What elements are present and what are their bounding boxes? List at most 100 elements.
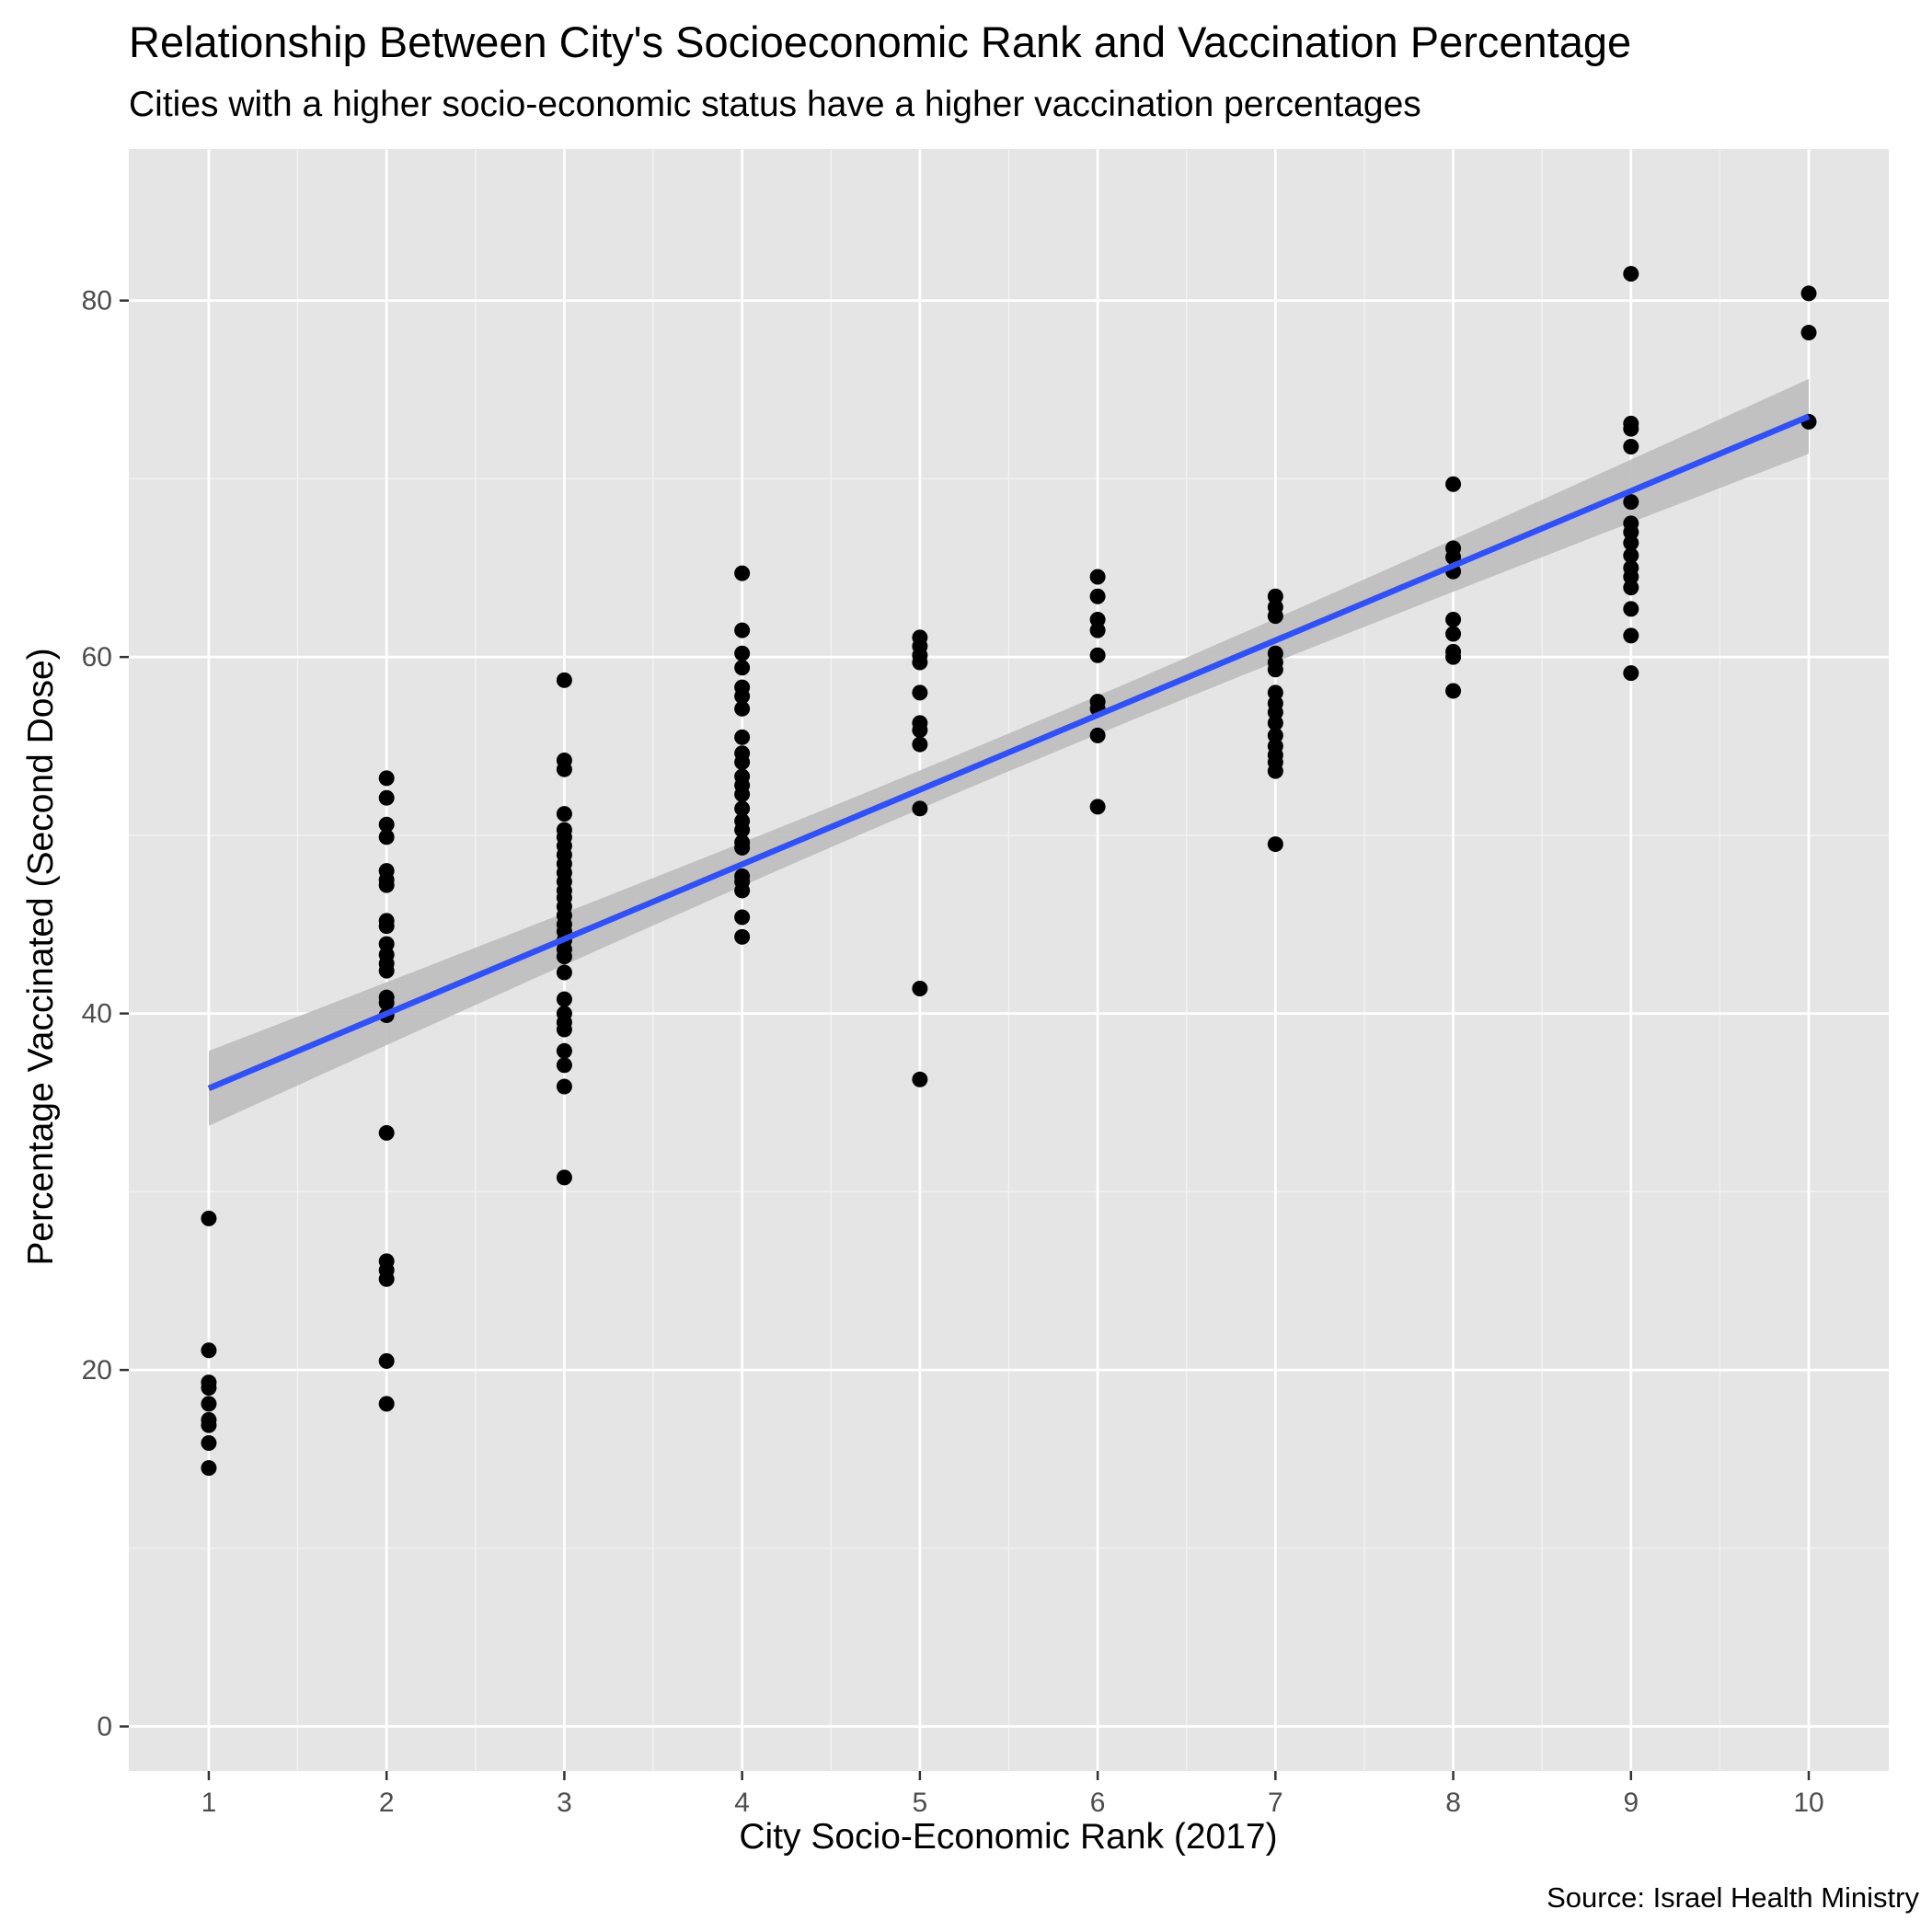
chart-title: Relationship Between City's Socioeconomi… xyxy=(129,17,1632,66)
data-point xyxy=(378,918,395,935)
data-point xyxy=(556,1057,572,1074)
data-point xyxy=(1089,647,1106,663)
data-point xyxy=(1267,836,1283,853)
data-point xyxy=(378,1352,395,1369)
data-point xyxy=(734,909,751,926)
data-point xyxy=(378,1396,395,1412)
data-point xyxy=(1267,704,1283,720)
data-point xyxy=(1267,763,1283,779)
x-tick-label: 1 xyxy=(201,1788,217,1818)
data-point xyxy=(1445,649,1462,665)
y-tick-label: 40 xyxy=(82,999,112,1029)
data-point xyxy=(1623,627,1639,644)
data-point xyxy=(734,660,751,676)
data-point xyxy=(201,1396,217,1412)
data-point xyxy=(734,839,751,856)
data-point xyxy=(734,786,751,802)
data-point xyxy=(912,800,928,817)
data-point xyxy=(1445,476,1462,492)
x-tick-label: 9 xyxy=(1623,1788,1639,1818)
data-point xyxy=(734,622,751,638)
data-point xyxy=(1623,439,1639,455)
data-point xyxy=(1623,524,1639,541)
y-tick-label: 0 xyxy=(97,1712,112,1742)
data-point xyxy=(1267,588,1283,604)
data-point xyxy=(1623,665,1639,682)
data-point xyxy=(378,1124,395,1141)
data-point xyxy=(556,991,572,1007)
data-point xyxy=(378,995,395,1011)
data-point xyxy=(378,1271,395,1287)
y-tick-label: 60 xyxy=(82,642,112,673)
data-point xyxy=(556,949,572,965)
data-point xyxy=(1800,285,1817,302)
data-point xyxy=(734,729,751,745)
data-point xyxy=(201,1460,217,1477)
x-tick-label: 5 xyxy=(913,1788,928,1818)
data-point xyxy=(378,829,395,845)
data-point xyxy=(1267,715,1283,731)
data-point xyxy=(378,962,395,979)
y-tick-label: 80 xyxy=(82,286,112,316)
y-axis: 0 20 40 60 80 xyxy=(82,286,129,1742)
data-point xyxy=(912,654,928,671)
data-point xyxy=(1800,325,1817,341)
trend-line xyxy=(207,413,1811,1091)
data-point xyxy=(1623,494,1639,511)
data-point xyxy=(1089,622,1106,638)
data-point xyxy=(734,928,751,945)
y-tick-label: 20 xyxy=(82,1355,112,1386)
x-axis: 1 2 3 4 5 6 7 8 9 10 xyxy=(201,1771,1824,1818)
data-point xyxy=(912,722,928,739)
regression-line xyxy=(207,413,1811,1091)
data-point xyxy=(1089,611,1106,627)
data-point xyxy=(1445,611,1462,627)
data-point xyxy=(912,684,928,701)
data-point xyxy=(734,700,751,717)
data-point xyxy=(556,1021,572,1038)
data-point xyxy=(1623,580,1639,596)
data-point xyxy=(734,822,751,838)
data-point xyxy=(556,1078,572,1095)
data-point xyxy=(378,789,395,806)
data-point xyxy=(556,1042,572,1059)
data-point xyxy=(734,753,751,770)
data-point xyxy=(1267,727,1283,743)
data-point xyxy=(1089,569,1106,585)
y-axis-title: Percentage Vaccinated (Second Dose) xyxy=(21,648,61,1265)
data-point xyxy=(1089,799,1106,815)
data-point xyxy=(1445,626,1462,642)
x-tick-label: 3 xyxy=(557,1788,572,1818)
data-point xyxy=(734,565,751,581)
data-point xyxy=(1089,727,1106,743)
data-point xyxy=(201,1342,217,1359)
data-point xyxy=(734,882,751,899)
data-point xyxy=(1623,535,1639,551)
data-point xyxy=(201,1417,217,1433)
data-point xyxy=(1267,661,1283,678)
x-tick-label: 4 xyxy=(734,1788,750,1818)
data-point xyxy=(556,672,572,688)
data-point xyxy=(378,877,395,893)
data-point xyxy=(912,736,928,753)
x-tick-label: 7 xyxy=(1268,1788,1283,1818)
data-point xyxy=(378,816,395,833)
x-tick-label: 8 xyxy=(1445,1788,1461,1818)
chart-subtitle: Cities with a higher socio-economic stat… xyxy=(129,85,1421,124)
data-point xyxy=(201,1210,217,1226)
data-point xyxy=(1623,266,1639,282)
data-point xyxy=(1445,683,1462,699)
data-point xyxy=(1623,601,1639,617)
data-point xyxy=(556,1169,572,1186)
data-point xyxy=(201,1435,217,1452)
data-point xyxy=(1623,420,1639,437)
chart-caption: Source: Israel Health Ministry xyxy=(1547,1881,1919,1914)
data-point xyxy=(734,688,751,705)
x-tick-label: 6 xyxy=(1090,1788,1106,1818)
data-point xyxy=(201,1379,217,1396)
x-axis-title: City Socio-Economic Rank (2017) xyxy=(739,1817,1277,1857)
data-point xyxy=(378,936,395,952)
data-point xyxy=(556,806,572,822)
data-point xyxy=(912,1071,928,1087)
